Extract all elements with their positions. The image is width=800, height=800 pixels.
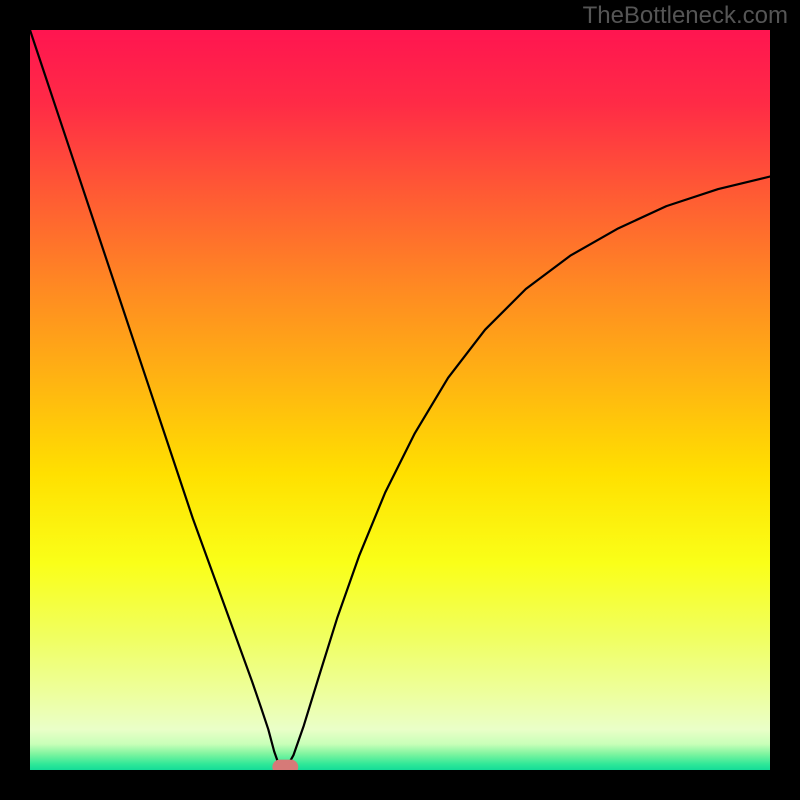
- watermark-text: TheBottleneck.com: [583, 2, 788, 30]
- chart-container: TheBottleneck.com: [0, 0, 800, 800]
- plot-background: [30, 30, 770, 770]
- bottleneck-chart-svg: [0, 0, 800, 800]
